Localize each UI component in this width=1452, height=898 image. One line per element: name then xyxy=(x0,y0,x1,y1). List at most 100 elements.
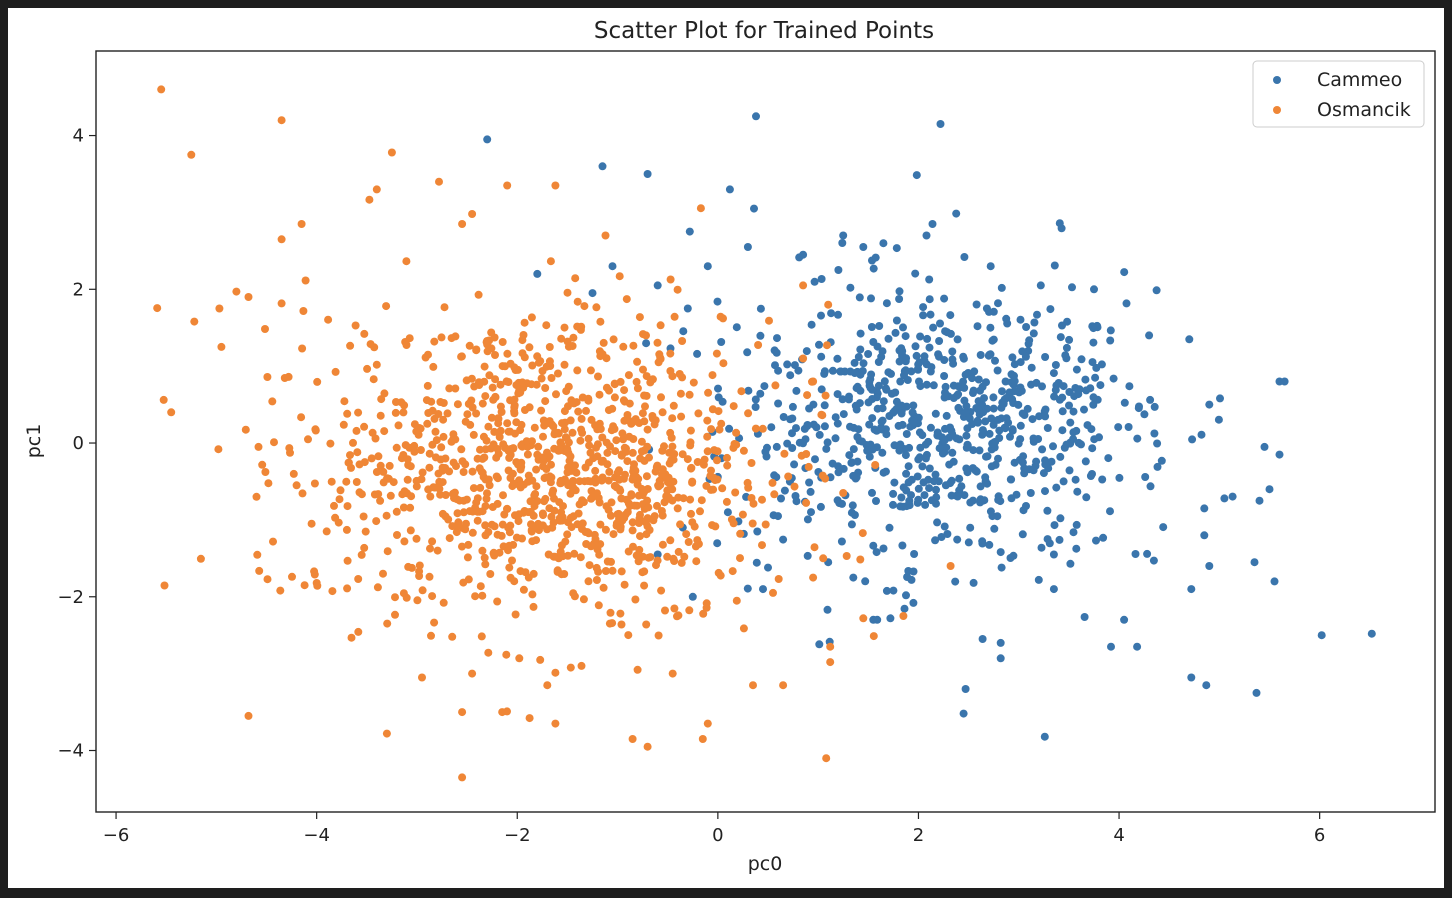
point-osmancik xyxy=(418,586,427,595)
point-osmancik xyxy=(587,415,596,424)
point-osmancik xyxy=(468,528,477,537)
point-osmancik xyxy=(412,534,421,543)
point-cammeo xyxy=(964,538,973,547)
point-cammeo xyxy=(859,359,868,368)
point-cammeo xyxy=(833,390,842,399)
point-osmancik xyxy=(569,477,578,486)
point-cammeo xyxy=(1081,375,1090,384)
point-osmancik xyxy=(516,465,525,474)
point-osmancik xyxy=(719,359,728,368)
point-cammeo xyxy=(919,303,928,312)
point-osmancik xyxy=(410,441,419,450)
point-cammeo xyxy=(1010,360,1019,369)
point-cammeo xyxy=(1058,407,1067,416)
point-osmancik xyxy=(277,116,286,125)
point-cammeo xyxy=(945,460,954,469)
point-osmancik xyxy=(494,419,503,428)
point-cammeo xyxy=(981,417,990,426)
point-cammeo xyxy=(914,484,923,493)
point-osmancik xyxy=(386,491,395,500)
point-cammeo xyxy=(935,444,944,453)
point-cammeo xyxy=(940,294,949,303)
point-osmancik xyxy=(613,468,622,477)
point-osmancik xyxy=(549,518,558,527)
point-osmancik xyxy=(684,538,693,546)
point-cammeo xyxy=(849,573,858,582)
point-osmancik xyxy=(635,545,644,554)
point-cammeo xyxy=(952,209,961,218)
point-cammeo xyxy=(756,304,765,313)
point-osmancik xyxy=(591,466,600,475)
point-cammeo xyxy=(1014,400,1023,409)
point-cammeo xyxy=(1029,437,1038,446)
point-osmancik xyxy=(336,486,345,495)
point-osmancik xyxy=(758,495,766,504)
point-osmancik xyxy=(754,341,763,349)
point-osmancik xyxy=(468,210,477,218)
point-cammeo xyxy=(1006,554,1015,562)
point-osmancik xyxy=(640,488,649,496)
point-osmancik xyxy=(719,314,727,323)
point-osmancik xyxy=(629,542,637,551)
point-cammeo xyxy=(959,709,968,718)
point-osmancik xyxy=(587,542,595,551)
point-cammeo xyxy=(879,239,888,248)
point-cammeo xyxy=(974,405,983,414)
point-osmancik xyxy=(636,532,644,541)
point-cammeo xyxy=(918,431,927,440)
point-osmancik xyxy=(481,475,490,484)
point-cammeo xyxy=(1083,421,1092,430)
point-osmancik xyxy=(370,343,379,352)
point-osmancik xyxy=(484,648,493,657)
point-osmancik xyxy=(587,493,596,502)
point-osmancik xyxy=(666,349,675,358)
point-cammeo xyxy=(848,501,857,510)
point-cammeo xyxy=(912,351,921,360)
point-cammeo xyxy=(1187,673,1196,682)
point-osmancik xyxy=(774,575,783,583)
point-osmancik xyxy=(641,402,649,411)
point-osmancik xyxy=(367,454,376,463)
point-osmancik xyxy=(503,419,512,428)
point-cammeo xyxy=(1041,412,1050,421)
point-cammeo xyxy=(940,436,949,444)
point-cammeo xyxy=(991,437,1000,446)
point-cammeo xyxy=(996,638,1005,647)
point-osmancik xyxy=(653,556,662,565)
point-osmancik xyxy=(551,181,560,190)
point-osmancik xyxy=(693,458,702,466)
point-osmancik xyxy=(564,463,573,472)
point-osmancik xyxy=(510,577,519,586)
point-cammeo xyxy=(991,460,1000,469)
point-osmancik xyxy=(447,437,456,446)
point-osmancik xyxy=(437,443,446,452)
point-osmancik xyxy=(486,570,495,578)
point-cammeo xyxy=(756,389,765,398)
point-osmancik xyxy=(473,494,482,503)
point-osmancik xyxy=(524,471,533,480)
point-osmancik xyxy=(480,362,489,371)
point-cammeo xyxy=(899,323,907,332)
point-osmancik xyxy=(502,377,511,386)
point-osmancik xyxy=(509,444,518,453)
point-cammeo xyxy=(792,424,800,433)
point-osmancik xyxy=(532,465,541,474)
point-osmancik xyxy=(187,150,196,159)
point-osmancik xyxy=(591,535,600,544)
point-osmancik xyxy=(718,484,727,493)
point-osmancik xyxy=(578,519,587,528)
point-osmancik xyxy=(452,528,461,537)
point-osmancik xyxy=(717,419,726,428)
point-osmancik xyxy=(577,414,586,423)
point-cammeo xyxy=(703,262,712,271)
point-cammeo xyxy=(892,244,901,253)
point-osmancik xyxy=(620,580,629,589)
point-cammeo xyxy=(1073,487,1082,496)
point-cammeo xyxy=(1049,550,1058,559)
point-cammeo xyxy=(960,253,969,261)
point-cammeo xyxy=(1088,358,1097,367)
point-cammeo xyxy=(1096,381,1105,390)
point-cammeo xyxy=(1069,528,1078,537)
point-osmancik xyxy=(400,401,409,410)
point-osmancik xyxy=(459,496,468,505)
